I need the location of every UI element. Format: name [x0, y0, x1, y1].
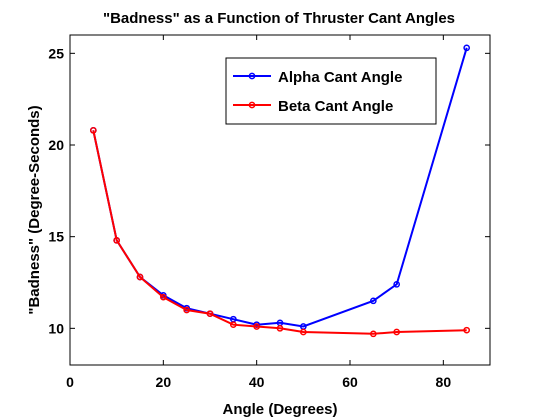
series-layer	[89, 44, 471, 338]
data-point-alpha-cant-angle	[393, 280, 401, 288]
data-point-beta-cant-angle	[299, 328, 307, 336]
data-point-beta-cant-angle	[393, 328, 401, 336]
x-axis-ticks: 0 20 40 60 80	[66, 35, 451, 390]
data-point-alpha-cant-angle	[463, 44, 471, 52]
data-point-beta-cant-angle	[369, 330, 377, 338]
x-tick-label: 60	[342, 374, 358, 390]
legend-label-alpha: Alpha Cant Angle	[278, 69, 402, 86]
series-line-beta-cant-angle	[92, 130, 467, 335]
y-axis-ticks: 10 15 20 25	[48, 45, 490, 336]
legend-label-beta: Beta Cant Angle	[278, 98, 393, 115]
data-point-beta-cant-angle	[159, 293, 167, 301]
y-tick-label: 25	[48, 45, 64, 61]
legend-marker-beta	[248, 101, 256, 109]
x-tick-label: 0	[66, 374, 74, 390]
data-point-alpha-cant-angle	[369, 297, 377, 305]
legend-marker-alpha	[248, 72, 256, 80]
y-tick-label: 10	[48, 320, 64, 336]
legend: Alpha Cant Angle Beta Cant Angle	[225, 57, 437, 125]
data-point-beta-cant-angle	[276, 324, 284, 332]
x-tick-label: 20	[156, 374, 172, 390]
data-point-beta-cant-angle	[229, 321, 237, 329]
y-tick-label: 15	[48, 229, 64, 245]
data-point-beta-cant-angle	[183, 306, 191, 314]
x-tick-label: 80	[436, 374, 452, 390]
data-point-beta-cant-angle	[113, 236, 121, 244]
y-tick-label: 20	[48, 137, 64, 153]
x-axis-label: Angle (Degrees)	[222, 401, 337, 418]
legend-box	[225, 57, 437, 125]
data-point-beta-cant-angle	[136, 273, 144, 281]
data-point-beta-cant-angle	[89, 126, 97, 134]
data-point-beta-cant-angle	[253, 323, 261, 330]
data-point-beta-cant-angle	[463, 326, 471, 334]
data-point-beta-cant-angle	[206, 310, 214, 318]
chart-title: "Badness" as a Function of Thruster Cant…	[103, 10, 455, 27]
x-tick-label: 40	[249, 374, 265, 390]
y-axis-label: "Badness" (Degree-Seconds)	[26, 105, 43, 314]
